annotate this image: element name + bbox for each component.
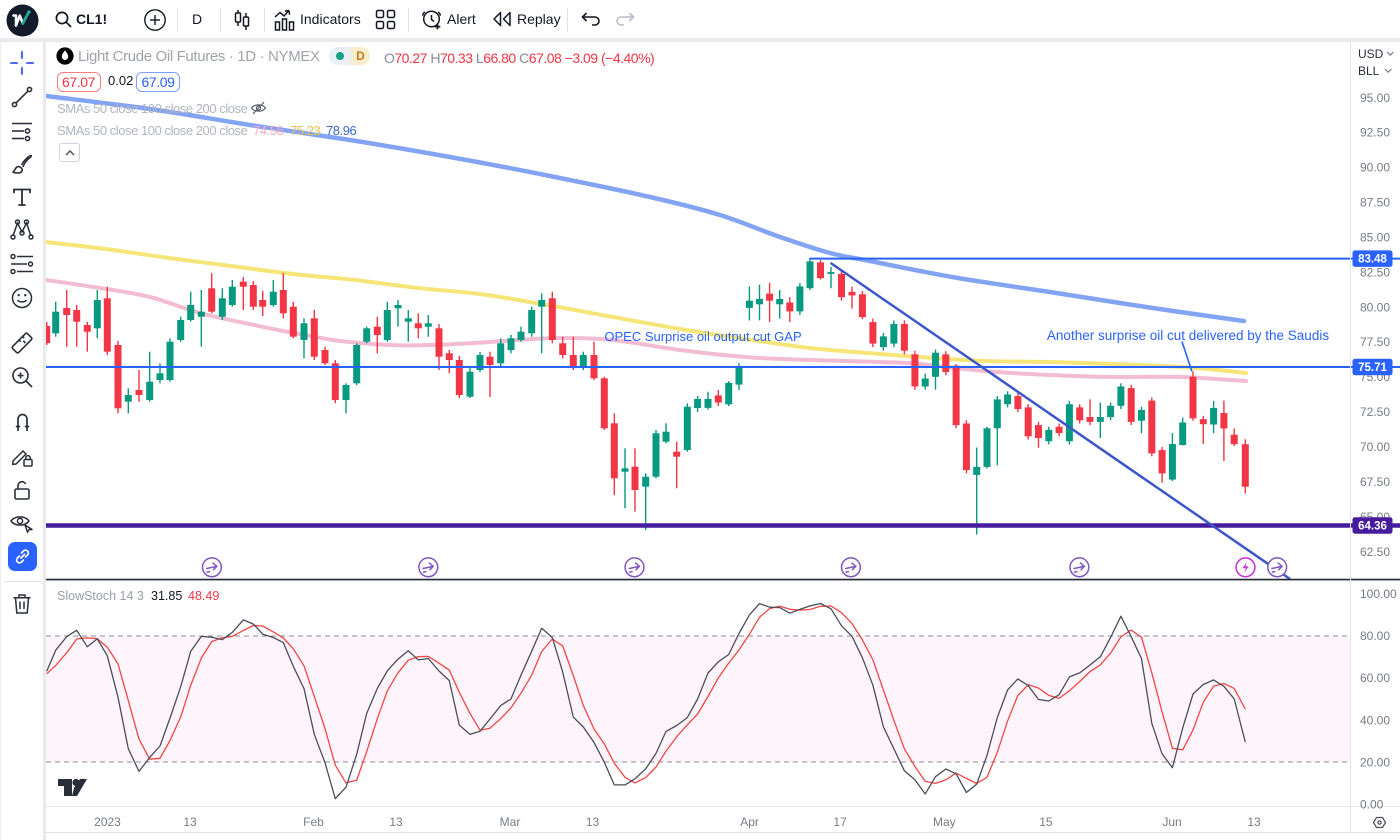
svg-text:13: 13 [183,815,197,829]
svg-text:Mar: Mar [500,815,521,829]
svg-text:13: 13 [586,815,600,829]
svg-text:70.00: 70.00 [1360,440,1390,454]
svg-text:60.00: 60.00 [1360,671,1390,685]
svg-text:Another surprise oil cut deliv: Another surprise oil cut delivered by th… [1047,328,1329,343]
svg-text:20.00: 20.00 [1360,755,1390,769]
svg-text:0.00: 0.00 [1360,798,1384,812]
svg-text:15: 15 [1039,815,1053,829]
svg-text:85.00: 85.00 [1360,231,1390,245]
svg-text:92.50: 92.50 [1360,126,1390,140]
svg-text:May: May [933,815,956,829]
svg-text:64.36: 64.36 [1358,521,1387,533]
svg-text:48.49: 48.49 [188,589,219,603]
svg-text:82.50: 82.50 [1360,265,1390,279]
svg-text:2023: 2023 [94,815,121,829]
svg-text:USD: USD [1358,47,1384,61]
svg-text:13: 13 [1247,815,1261,829]
svg-text:80.00: 80.00 [1360,629,1390,643]
svg-text:90.00: 90.00 [1360,161,1390,175]
svg-text:13: 13 [389,815,403,829]
svg-text:95.00: 95.00 [1360,91,1390,105]
svg-text:OPEC Surprise oil output cut G: OPEC Surprise oil output cut GAP [604,329,801,344]
svg-text:100.00: 100.00 [1360,587,1397,601]
svg-text:Apr: Apr [740,815,759,829]
svg-text:Jun: Jun [1162,815,1181,829]
svg-text:72.50: 72.50 [1360,405,1390,419]
svg-text:31.85: 31.85 [151,589,182,603]
svg-text:75.71: 75.71 [1358,362,1387,374]
svg-text:SlowStoch 14 3: SlowStoch 14 3 [57,589,144,603]
svg-text:17: 17 [833,815,847,829]
svg-text:83.48: 83.48 [1358,254,1387,266]
svg-text:40.00: 40.00 [1360,713,1390,727]
svg-text:67.50: 67.50 [1360,475,1390,489]
svg-text:62.50: 62.50 [1360,545,1390,559]
svg-text:Feb: Feb [303,815,324,829]
svg-text:BLL: BLL [1358,64,1380,78]
svg-text:80.00: 80.00 [1360,300,1390,314]
svg-text:87.50: 87.50 [1360,196,1390,210]
svg-text:77.50: 77.50 [1360,335,1390,349]
